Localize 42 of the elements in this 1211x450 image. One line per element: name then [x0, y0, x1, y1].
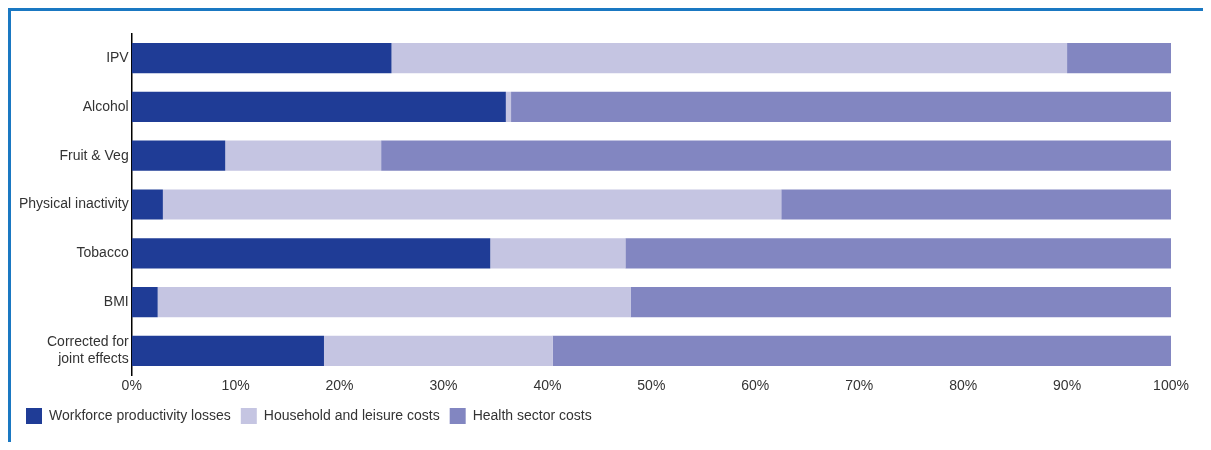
x-tick-label: 30%	[429, 377, 458, 394]
legend-label: Household and leisure costs	[263, 406, 440, 423]
x-tick-label: 90%	[1053, 377, 1082, 394]
legend-label: Health sector costs	[472, 406, 592, 423]
bar	[131, 286, 158, 318]
bar	[131, 140, 226, 171]
bar	[131, 91, 506, 123]
bar	[225, 140, 382, 171]
bar	[131, 189, 163, 220]
y-tick-label: BMI	[103, 292, 129, 309]
y-tick-label: Alcohol	[82, 97, 129, 114]
bar	[490, 238, 626, 269]
x-tick-label: 70%	[845, 377, 874, 394]
bar	[1067, 43, 1171, 74]
y-tick-label: Physical inactivity	[19, 195, 129, 212]
bar	[131, 335, 324, 366]
bar	[505, 91, 512, 123]
bar	[552, 335, 1171, 366]
x-tick-label: 60%	[741, 377, 770, 394]
x-tick-label: 10%	[221, 377, 250, 394]
bar	[391, 43, 1068, 74]
x-tick-label: 20%	[325, 377, 354, 394]
x-tick-label: 100%	[1153, 377, 1189, 394]
y-tick-label: Fruit & Veg	[59, 146, 129, 163]
y-tick-label: Corrected for joint effects	[47, 333, 130, 367]
bar	[131, 238, 491, 269]
x-tick-label: 80%	[949, 377, 978, 394]
bar	[511, 91, 1171, 123]
bar	[162, 189, 782, 220]
x-tick-label: 40%	[533, 377, 562, 394]
legend-label: Workforce productivity losses	[49, 406, 231, 423]
bar	[625, 238, 1171, 269]
bar	[323, 335, 553, 366]
y-tick-label: IPV	[106, 49, 130, 66]
bar	[781, 189, 1171, 220]
y-tick-label: Tobacco	[76, 244, 129, 261]
bar	[157, 286, 631, 318]
x-tick-label: 0%	[121, 377, 142, 394]
bar	[630, 286, 1171, 318]
bar	[381, 140, 1171, 171]
bar	[131, 43, 392, 74]
x-tick-label: 50%	[637, 377, 666, 394]
